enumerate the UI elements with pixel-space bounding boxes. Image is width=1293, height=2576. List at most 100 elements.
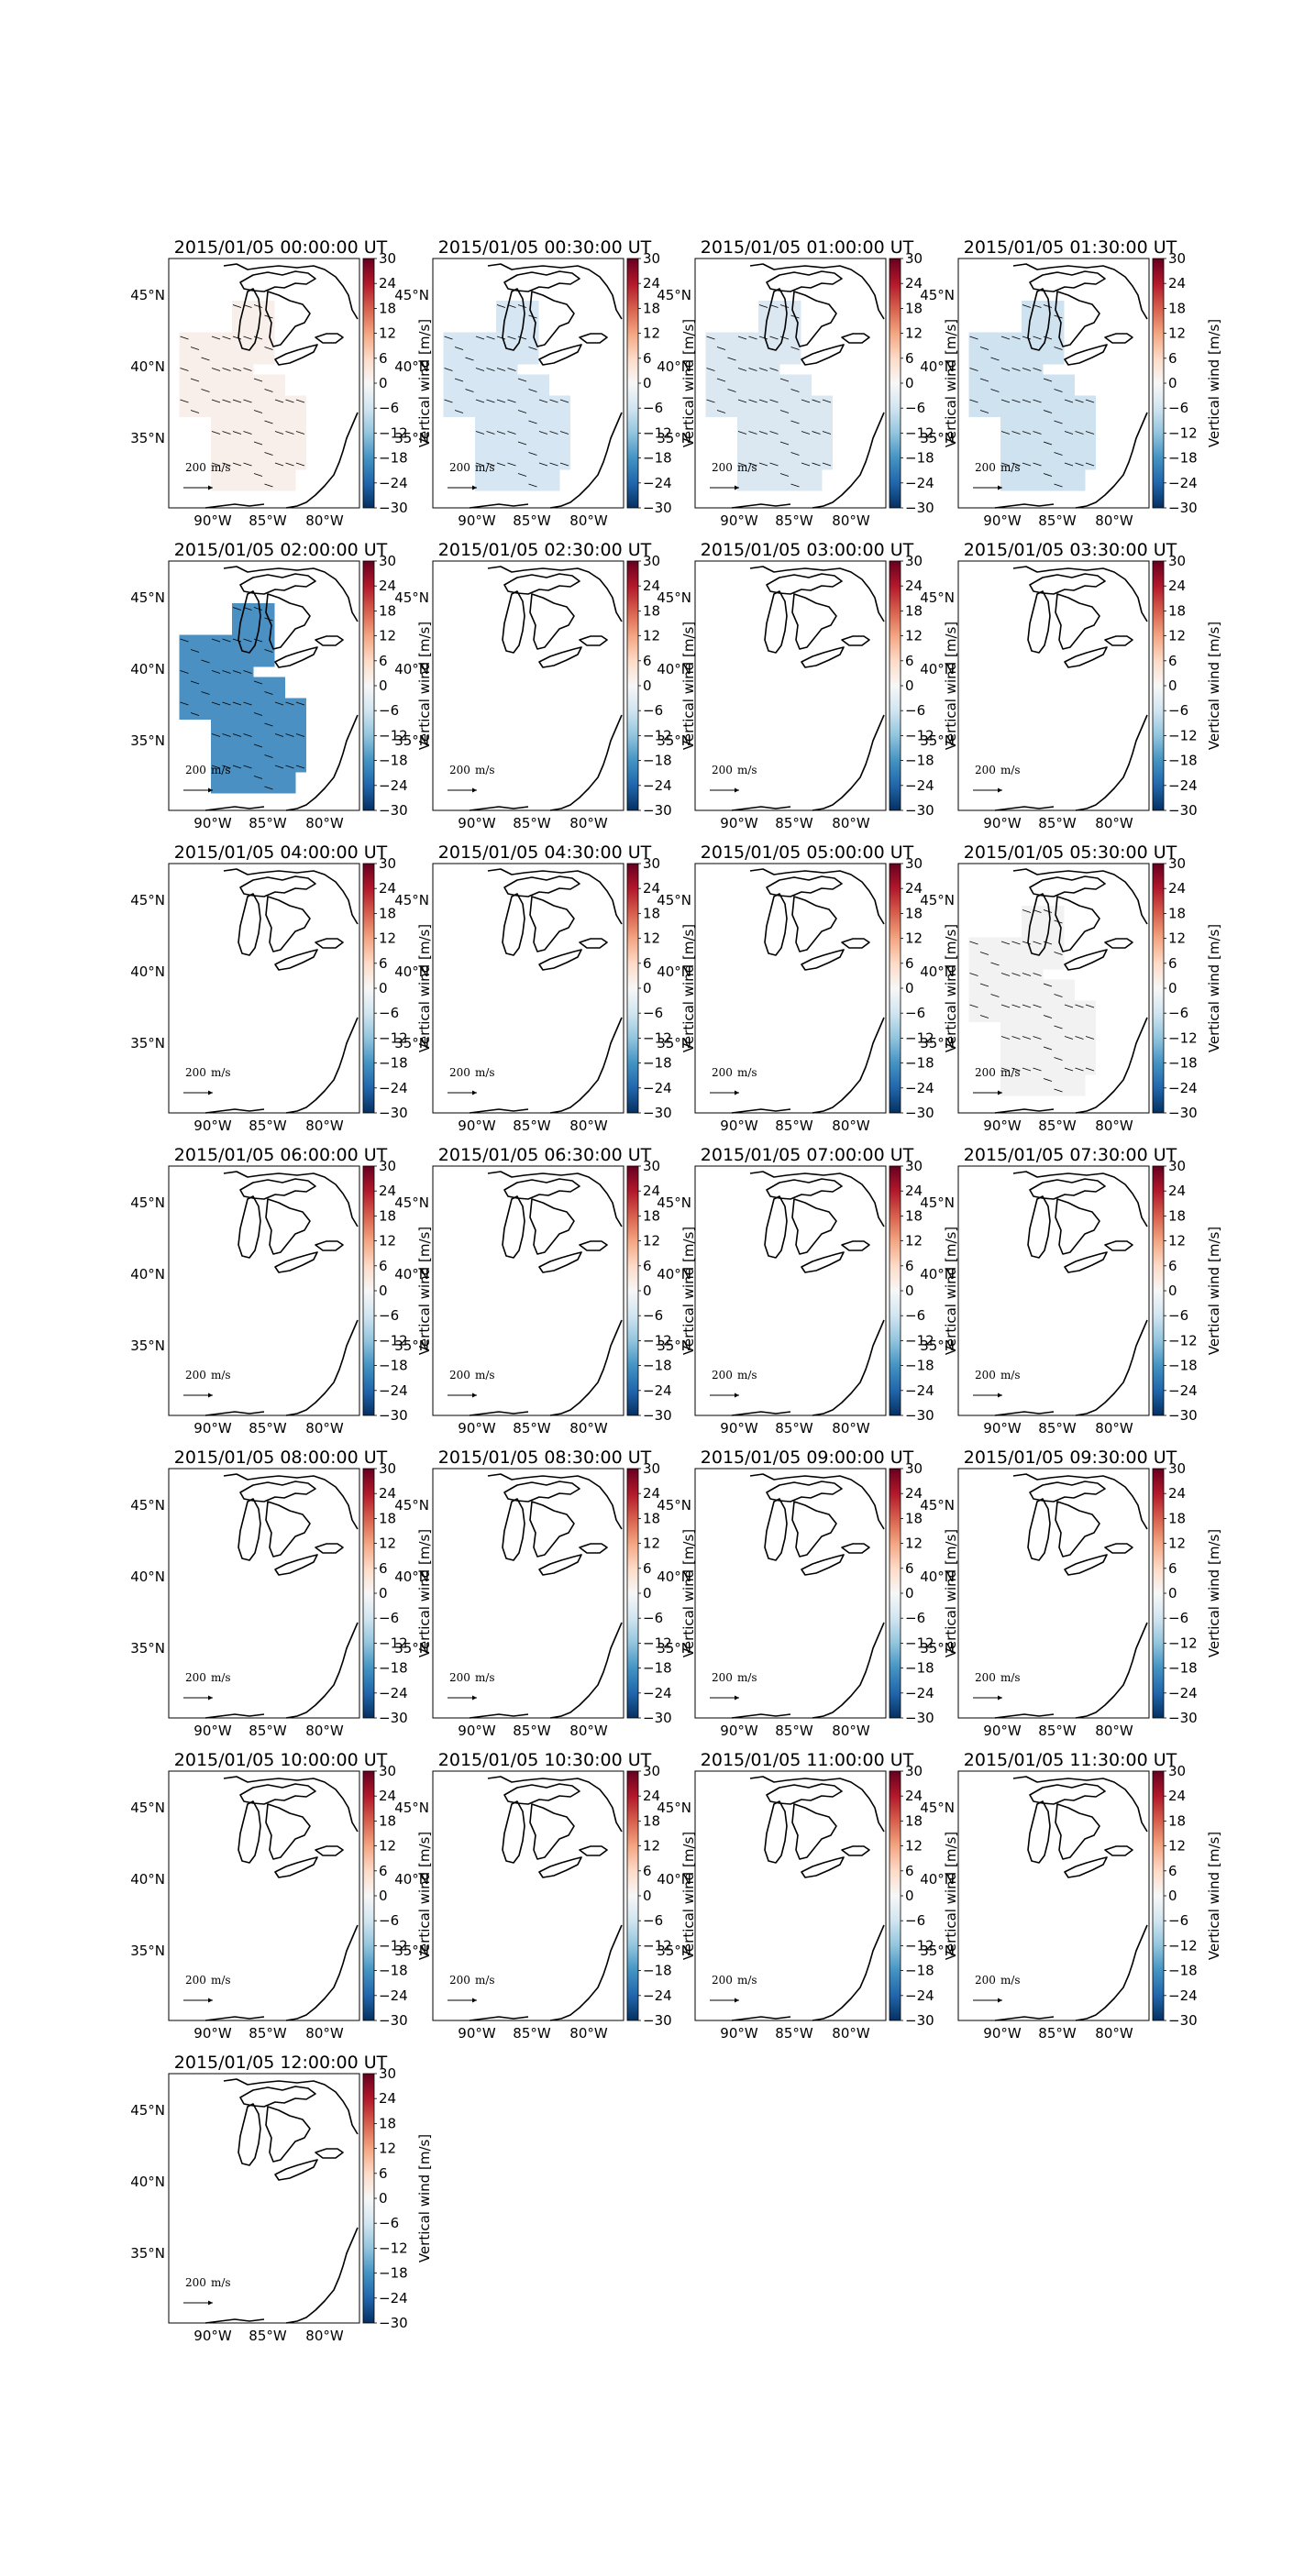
wind-cell [517,448,528,459]
wind-cell [768,343,780,354]
wind-arrow [222,431,231,435]
wind-cell [517,479,528,491]
colorbar [1152,258,1165,509]
x-tick-label: 90°W [193,2328,232,2344]
wind-cell [737,416,748,428]
coastline [315,1543,344,1554]
y-tick-label: 35°N [394,430,429,446]
colorbar-tick-label: 6 [643,1863,652,1879]
colorbar-tick-label: −6 [905,400,925,416]
coastline [538,646,582,668]
wind-cell [485,374,497,386]
scale-arrowhead [998,1695,1002,1701]
wind-cell [211,688,222,699]
colorbar [626,1468,639,1719]
colorbar-tick-label: −30 [379,500,408,516]
colorbar-label: Vertical wind [m/s] [943,319,959,447]
coastlines [994,1171,1148,1416]
y-tick-label: 35°N [657,1035,691,1051]
y-tick-label: 45°N [920,892,955,908]
wind-cell [506,311,518,323]
colorbar-tick-label: 0 [643,375,652,391]
wind-cell [1085,416,1096,428]
wind-cell [968,990,980,1001]
coastline [1104,1543,1133,1554]
wind-cell [190,655,201,667]
wind-cell [232,322,243,333]
scale-unit: m/s [737,1974,757,1987]
panel-title: 2015/01/05 01:30:00 UT [964,237,1177,258]
y-tick-label: 40°N [920,1871,955,1888]
wind-cell [454,353,465,365]
wind-cell [747,385,759,396]
wind-cell [1022,322,1033,333]
wind-cell [1053,1032,1065,1043]
colorbar-tick-label: −24 [643,475,672,491]
wind-cell [253,730,264,741]
wind-arrow [486,431,495,435]
wind-arrow [295,399,305,403]
wind-cell [790,458,801,470]
colorbar-tick-label: −24 [379,2290,408,2306]
x-tick-label: 90°W [193,2025,232,2042]
wind-arrow [1000,336,1011,340]
x-tick-label: 85°W [249,1117,287,1134]
colorbar-tick-label: 18 [905,1207,923,1224]
wind-arrow [1033,462,1042,467]
scale-label: 200 [712,1974,733,1987]
colorbar-tick-label: 0 [643,980,652,996]
wind-cell [801,385,812,396]
wind-cell [200,343,212,354]
wind-arrow [779,441,790,446]
wind-cell [211,353,222,365]
wind-field [179,301,306,491]
colorbar-tick-label: 24 [905,1183,923,1199]
wind-cell [737,448,748,459]
wind-cell [284,740,296,752]
colorbar-label: Vertical wind [m/s] [680,924,697,1052]
y-tick-label: 40°N [130,963,165,980]
coastline [549,412,623,509]
wind-cell [790,395,801,407]
colorbar-label: Vertical wind [m/s] [416,1227,433,1355]
coastline [749,1473,885,1530]
coastline [487,1473,623,1530]
wind-arrow [748,431,757,435]
x-tick-label: 90°W [983,1420,1022,1437]
coastline [238,2103,261,2166]
colorbar-tick-label: −12 [643,1635,672,1651]
wind-cell [443,374,455,386]
wind-arrow [812,462,821,467]
wind-cell [1085,1042,1096,1054]
wind-cell [790,469,801,480]
wind-arrow [232,368,242,371]
wind-cell [527,395,539,407]
colorbar-tick-label: −6 [379,1005,399,1021]
wind-arrow [801,462,811,467]
coastline [265,1198,311,1255]
wind-arrow [264,452,273,456]
wind-arrow [180,701,189,706]
scale-unit: m/s [1000,1066,1021,1079]
y-tick-label: 35°N [394,732,429,749]
y-tick-label: 45°N [920,1497,955,1514]
coastline [764,1195,788,1259]
wind-arrow [727,357,736,361]
colorbar-tick-label: 18 [1168,1207,1186,1224]
x-tick-label: 85°W [1038,815,1077,831]
scale-unit: m/s [211,764,231,776]
wind-cell [242,645,254,656]
wind-cell [253,479,264,491]
panel-title: 2015/01/05 01:00:00 UT [701,237,914,258]
y-tick-label: 40°N [394,1569,429,1585]
colorbar-tick-label: −24 [643,1382,672,1399]
colorbar-tick-label: −24 [1168,1382,1198,1399]
wind-cell [1022,479,1033,491]
x-tick-label: 85°W [513,1117,551,1134]
wind-cell [1000,979,1011,991]
coastline [749,1171,885,1227]
